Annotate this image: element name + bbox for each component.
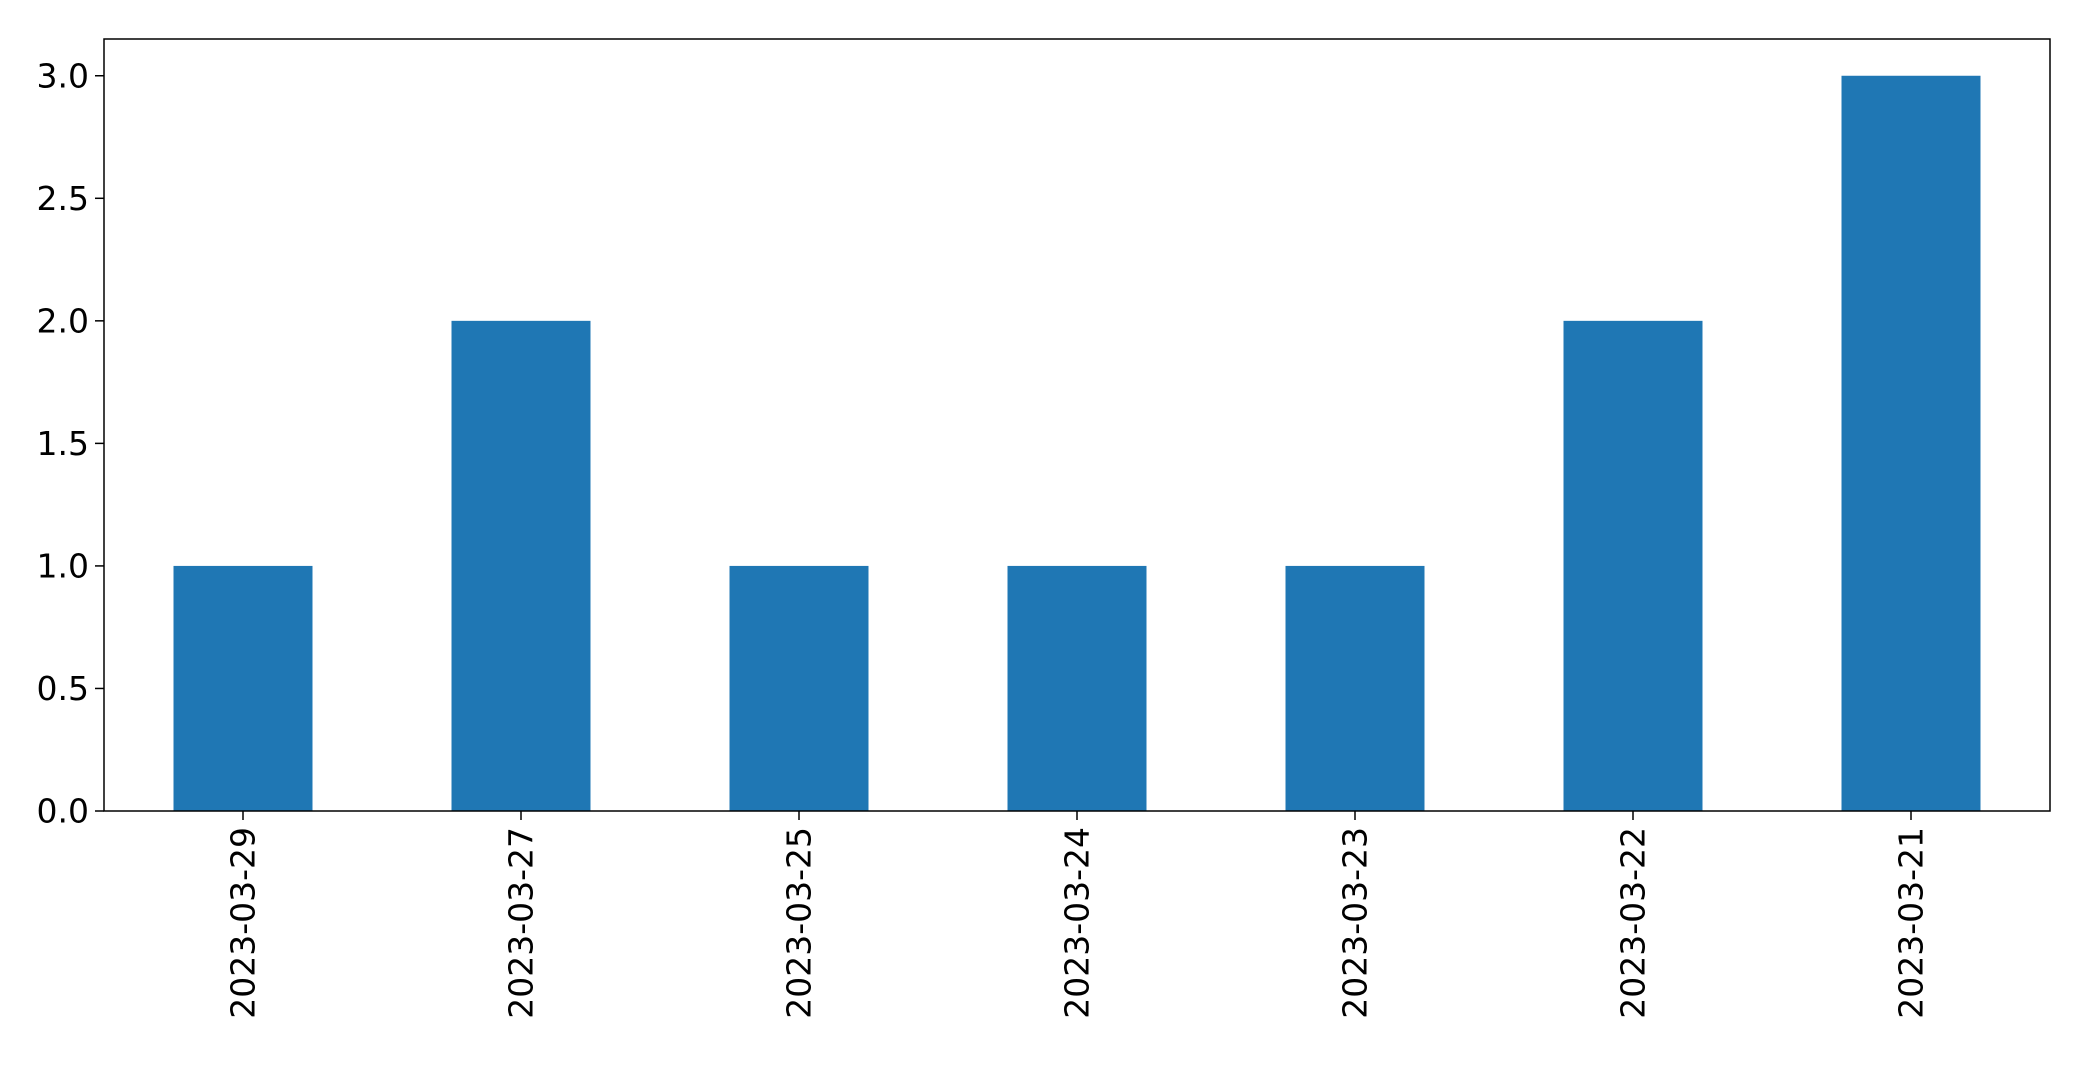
y-tick-label: 2.5 (37, 179, 89, 218)
y-tick-label: 1.0 (37, 546, 89, 585)
bar-2023-03-29 (173, 565, 313, 811)
x-tick-label: 2023-03-25 (780, 827, 819, 1019)
x-axis-ticks: 2023-03-29 2023-03-27 2023-03-25 2023-03-24… (224, 811, 1931, 1019)
x-tick-label: 2023-03-22 (1614, 827, 1653, 1019)
y-tick-label: 0.5 (37, 669, 89, 708)
y-tick-label: 2.0 (37, 301, 89, 340)
y-tick-label: 0.0 (37, 792, 89, 831)
y-axis-ticks: 0.0 0.5 1.0 1.5 2.0 2.5 3.0 (37, 56, 104, 831)
plot-frame (103, 38, 2051, 812)
bar-2023-03-23 (1285, 565, 1425, 811)
x-tick-label: 2023-03-29 (224, 827, 263, 1019)
x-tick-label: 2023-03-27 (502, 827, 541, 1019)
y-tick-label: 3.0 (37, 56, 89, 95)
bar-2023-03-27 (451, 320, 591, 811)
bar-2023-03-25 (729, 565, 869, 811)
bar-group (173, 75, 1981, 811)
y-tick-label: 1.5 (37, 424, 89, 463)
bar-2023-03-21 (1841, 75, 1981, 811)
x-tick-label: 2023-03-23 (1336, 827, 1375, 1019)
bar-2023-03-24 (1007, 565, 1147, 811)
x-tick-label: 2023-03-21 (1892, 827, 1931, 1019)
x-tick-label: 2023-03-24 (1058, 827, 1097, 1019)
bar-2023-03-22 (1563, 320, 1703, 811)
